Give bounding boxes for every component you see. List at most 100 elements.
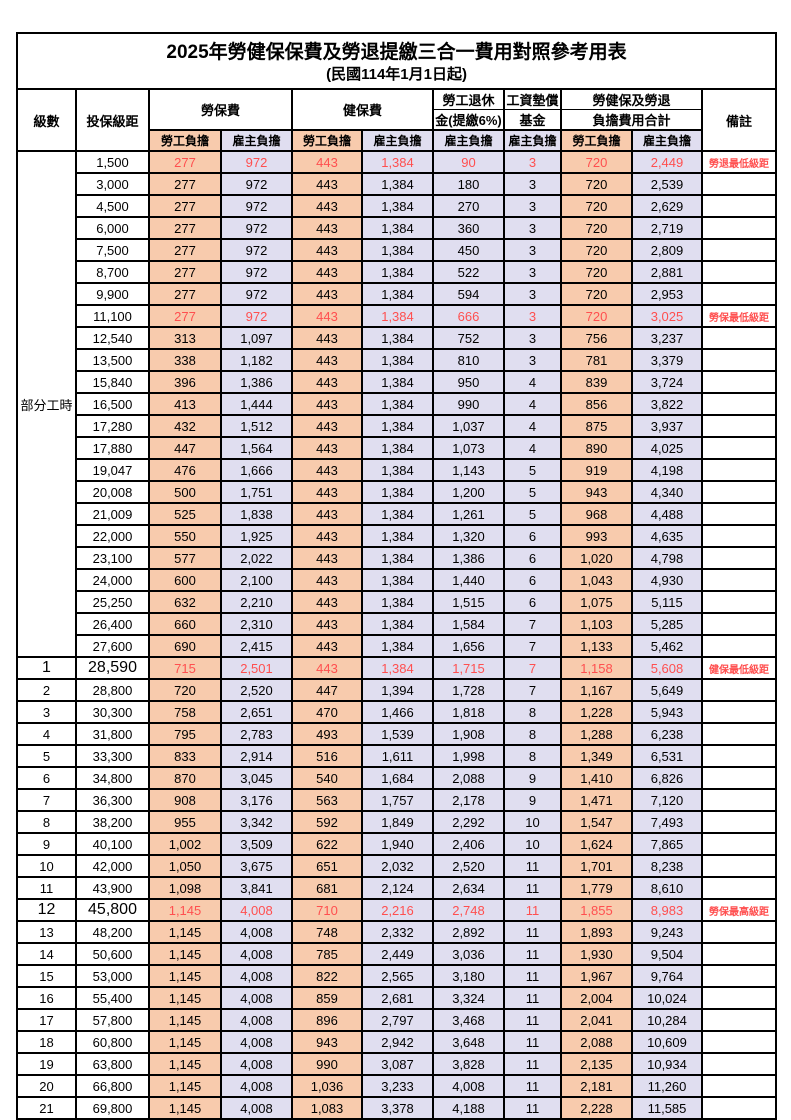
bracket-cell: 17,280 [75, 414, 150, 438]
labor-employee-cell: 313 [148, 326, 222, 350]
health-employee-cell: 443 [291, 304, 363, 328]
labor-employee-cell: 795 [148, 722, 222, 746]
pension-employer-cell: 1,200 [432, 480, 505, 504]
labor-employer-cell: 972 [220, 260, 293, 284]
labor-employee-cell: 277 [148, 260, 222, 284]
level-cell: 14 [16, 942, 77, 966]
level-cell: 18 [16, 1030, 77, 1054]
pension-employer-cell: 3,324 [432, 986, 505, 1010]
remark-cell [700, 810, 778, 834]
bracket-cell: 7,500 [75, 238, 150, 262]
level-cell: 21 [16, 1096, 77, 1120]
total-employee-cell: 890 [560, 436, 633, 460]
premium-comparison-table: 2025年勞健保保費及勞退提繳三合一費用對照參考用表 (民國114年1月1日起)… [15, 32, 778, 1120]
col-header-total-line2: 負擔費用合計 [560, 109, 703, 131]
health-employer-cell: 1,384 [361, 546, 434, 570]
labor-employer-cell: 1,182 [220, 348, 293, 372]
wage-fund-employer-cell: 11 [503, 854, 562, 878]
labor-employer-cell: 4,008 [220, 964, 293, 988]
table-row: 11 43,900 1,098 3,841 681 2,124 2,634 11 1,779 8,… [16, 876, 778, 900]
labor-employer-cell: 2,210 [220, 590, 293, 614]
bracket-cell: 17,880 [75, 436, 150, 460]
table-row: 16 55,400 1,145 4,008 859 2,681 3,324 11 2,004 10… [16, 986, 778, 1010]
remark-cell [700, 744, 778, 768]
wage-fund-employer-cell: 11 [503, 1074, 562, 1098]
remark-cell: 勞保最高級距 [700, 898, 778, 922]
pension-employer-cell: 2,892 [432, 920, 505, 944]
health-employee-cell: 443 [291, 150, 363, 174]
pension-employer-cell: 594 [432, 282, 505, 306]
health-employee-cell: 1,036 [291, 1074, 363, 1098]
total-employer-cell: 8,238 [631, 854, 703, 878]
health-employee-cell: 563 [291, 788, 363, 812]
table-row: 4 31,800 795 2,783 493 1,539 1,908 8 1,288 6,238 [16, 722, 778, 746]
bracket-cell: 23,100 [75, 546, 150, 570]
labor-employee-cell: 277 [148, 150, 222, 174]
total-employee-cell: 2,004 [560, 986, 633, 1010]
total-employer-cell: 4,488 [631, 502, 703, 526]
remark-cell [700, 964, 778, 988]
table-row: 19 63,800 1,145 4,008 990 3,087 3,828 11 2,135 10… [16, 1052, 778, 1076]
total-employer-cell: 6,531 [631, 744, 703, 768]
health-employer-cell: 2,032 [361, 854, 434, 878]
total-employer-cell: 8,983 [631, 898, 703, 922]
health-employee-cell: 443 [291, 392, 363, 416]
labor-employer-cell: 3,509 [220, 832, 293, 856]
total-employee-cell: 1,228 [560, 700, 633, 724]
total-employee-cell: 1,547 [560, 810, 633, 834]
wage-fund-employer-cell: 3 [503, 172, 562, 196]
table-row: 20 66,800 1,145 4,008 1,036 3,233 4,008 11 2,181… [16, 1074, 778, 1098]
pension-employer-cell: 1,584 [432, 612, 505, 636]
table-row: 5 33,300 833 2,914 516 1,611 1,998 8 1,349 6,531 [16, 744, 778, 768]
wage-fund-employer-cell: 5 [503, 480, 562, 504]
bracket-cell: 21,009 [75, 502, 150, 526]
labor-employee-cell: 1,145 [148, 1052, 222, 1076]
health-employer-cell: 1,466 [361, 700, 434, 724]
pension-employer-cell: 2,406 [432, 832, 505, 856]
health-employer-cell: 1,384 [361, 238, 434, 262]
table-row: 9,900 277 972 443 1,384 594 3 720 2,953 [17, 282, 778, 306]
pension-employer-cell: 3,036 [432, 942, 505, 966]
bracket-cell: 9,900 [75, 282, 150, 306]
bracket-cell: 33,300 [75, 744, 150, 768]
wage-fund-employer-cell: 3 [503, 194, 562, 218]
remark-cell [700, 722, 778, 746]
labor-employee-cell: 660 [148, 612, 222, 636]
wage-fund-employer-cell: 3 [503, 216, 562, 240]
health-employer-cell: 1,384 [361, 282, 434, 306]
health-employee-cell: 443 [291, 502, 363, 526]
bracket-cell: 28,800 [75, 678, 150, 702]
health-employer-cell: 1,384 [361, 436, 434, 460]
labor-employee-cell: 1,145 [148, 964, 222, 988]
subheader-total-employer: 雇主負擔 [631, 129, 703, 152]
total-employee-cell: 875 [560, 414, 633, 438]
bracket-cell: 45,800 [75, 898, 150, 922]
total-employee-cell: 993 [560, 524, 633, 548]
bracket-cell: 28,590 [75, 656, 150, 680]
wage-fund-employer-cell: 7 [503, 656, 562, 680]
total-employer-cell: 2,629 [631, 194, 703, 218]
total-employer-cell: 9,764 [631, 964, 703, 988]
total-employer-cell: 5,115 [631, 590, 703, 614]
col-header-bracket: 投保級距 [75, 88, 150, 152]
health-employer-cell: 1,684 [361, 766, 434, 790]
labor-employer-cell: 972 [220, 282, 293, 306]
health-employer-cell: 1,384 [361, 194, 434, 218]
table-row: 20,008 500 1,751 443 1,384 1,200 5 943 4,340 [17, 480, 778, 504]
remark-cell [700, 502, 778, 526]
table-row: 12 45,800 1,145 4,008 710 2,216 2,748 11 1,855 8,… [16, 898, 778, 922]
labor-employer-cell: 4,008 [220, 1074, 293, 1098]
total-employee-cell: 720 [560, 304, 633, 328]
total-employee-cell: 2,181 [560, 1074, 633, 1098]
labor-employer-cell: 1,564 [220, 436, 293, 460]
bracket-cell: 40,100 [75, 832, 150, 856]
subheader-health-employee: 勞工負擔 [291, 129, 363, 152]
labor-employee-cell: 1,145 [148, 920, 222, 944]
bracket-cell: 16,500 [75, 392, 150, 416]
total-employee-cell: 1,893 [560, 920, 633, 944]
bracket-cell: 13,500 [75, 348, 150, 372]
labor-employee-cell: 413 [148, 392, 222, 416]
wage-fund-employer-cell: 4 [503, 370, 562, 394]
pension-employer-cell: 1,728 [432, 678, 505, 702]
remark-cell [700, 876, 778, 900]
